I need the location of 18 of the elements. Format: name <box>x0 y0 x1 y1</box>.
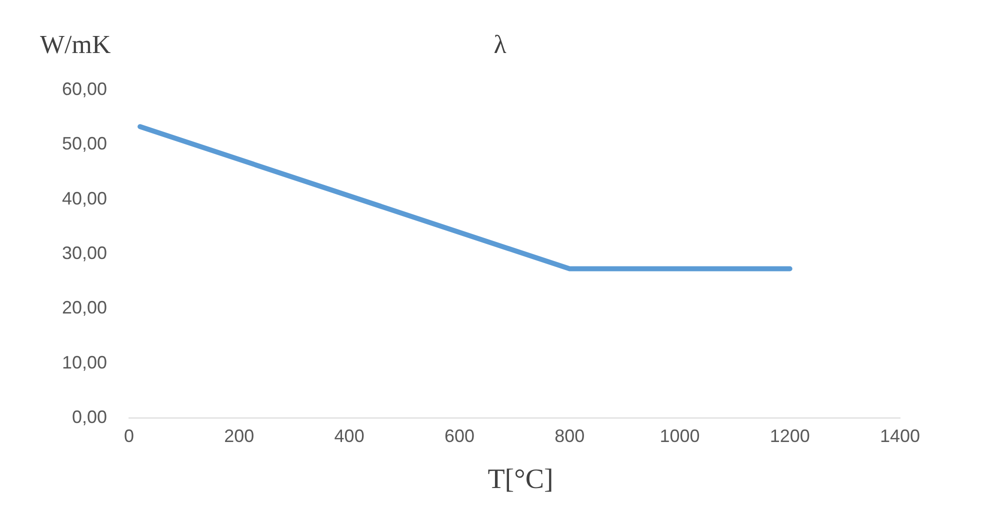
y-tick-label: 0,00 <box>72 406 108 427</box>
x-tick-label: 200 <box>224 426 254 446</box>
y-tick-label: 10,00 <box>62 352 108 372</box>
x-axis-title: T[°C] <box>486 464 554 496</box>
y-axis-title: W/mK <box>40 30 111 60</box>
y-tick-label: 20,00 <box>62 298 108 318</box>
x-tick-label: 1400 <box>880 426 920 446</box>
x-tick-label: 0 <box>124 426 134 446</box>
x-tick-label: 800 <box>554 426 585 446</box>
x-tick-label: 600 <box>444 426 474 446</box>
chart-title: λ <box>494 30 506 59</box>
x-tick-label: 400 <box>334 426 364 446</box>
y-tick-label: 40,00 <box>62 188 108 208</box>
y-tick-label: 60,00 <box>62 78 108 99</box>
x-tick-label: 1000 <box>660 426 700 446</box>
x-tick-label: 1200 <box>770 426 810 446</box>
y-tick-label: 50,00 <box>62 134 108 154</box>
y-tick-label: 30,00 <box>62 242 108 263</box>
